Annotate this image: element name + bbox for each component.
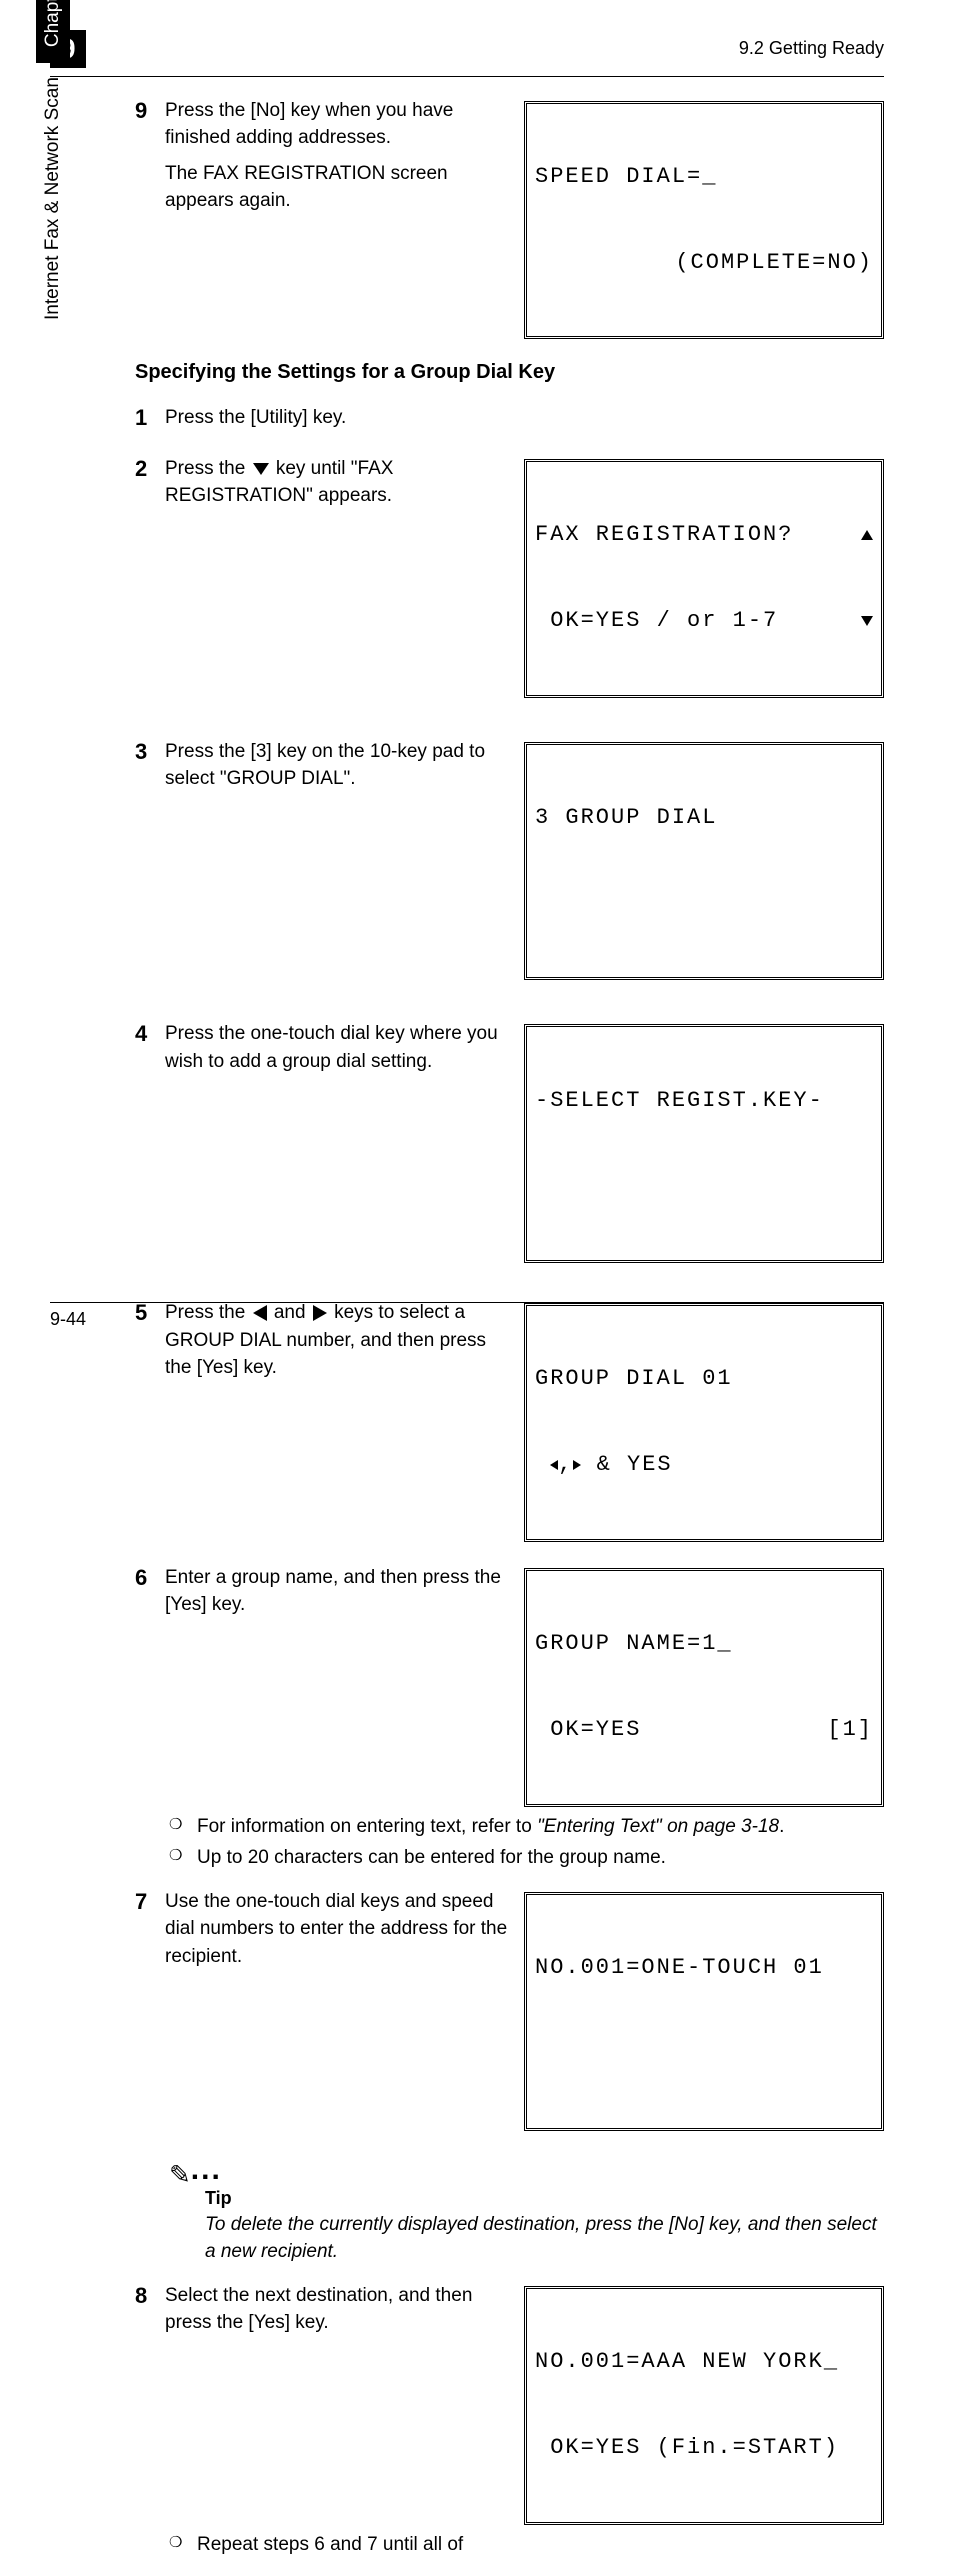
text-reference: "Entering Text" on page 3-18: [537, 1816, 779, 1837]
text-span: Press the: [165, 458, 251, 479]
chapter-tab: Chapter 9: [36, 0, 70, 63]
up-caret-icon: [861, 530, 873, 540]
lcd-display: NO.001=ONE-TOUCH 01: [524, 1892, 884, 2131]
lcd-text: [1]: [827, 1716, 873, 1745]
lcd-display: NO.001=AAA NEW YORK_ OK=YES (Fin.=START): [524, 2286, 884, 2525]
step-text: Enter a group name, and then press the […: [165, 1564, 524, 1619]
subsection-heading: Specifying the Settings for a Group Dial…: [135, 361, 884, 384]
lcd-text: OK=YES: [535, 1716, 641, 1745]
lcd-line: OK=YES / or 1-7: [535, 607, 873, 636]
group-step-6: 6 Enter a group name, and then press the…: [135, 1564, 884, 1807]
lcd-text: FAX REGISTRATION?: [535, 521, 793, 550]
group-step-7: 7 Use the one-touch dial keys and speed …: [135, 1888, 884, 2131]
lcd-display: GROUP DIAL 01 , & YES: [524, 1303, 884, 1542]
tip-body: To delete the currently displayed destin…: [205, 2211, 884, 2266]
bullet-item: For information on entering text, refer …: [169, 1813, 884, 1841]
speaker-left-icon: [550, 1460, 558, 1470]
text-span: .: [779, 1816, 784, 1837]
group-step-3: 3 Press the [3] key on the 10-key pad to…: [135, 738, 884, 981]
page-header: 9 9.2 Getting Ready: [50, 30, 884, 68]
lcd-text: & YES: [581, 1451, 672, 1480]
step-number: 4: [135, 1020, 165, 1049]
lcd-line: GROUP DIAL 01: [535, 1365, 873, 1394]
lcd-empty-line: [535, 1172, 873, 1201]
tip-block: ✎... Tip To delete the currently display…: [135, 2153, 884, 2266]
lcd-line: FAX REGISTRATION?: [535, 521, 873, 550]
group-step-8: 8 Select the next destination, and then …: [135, 2282, 884, 2525]
lcd-text: OK=YES / or 1-7: [535, 607, 778, 636]
step-9: 9 Press the [No] key when you have finis…: [135, 97, 884, 340]
step-text: Press the [No] key when you have finishe…: [165, 97, 524, 215]
page-footer: 9-44: [50, 1302, 884, 1330]
lcd-empty-line: [535, 2040, 873, 2069]
tip-heading: Tip: [205, 2188, 884, 2209]
step-number: 1: [135, 404, 165, 433]
speaker-right-icon: [573, 1460, 581, 1470]
down-arrow-icon: [253, 463, 269, 475]
step-number: 7: [135, 1888, 165, 1917]
group-step-4: 4 Press the one-touch dial key where you…: [135, 1020, 884, 1263]
book-title: Internet Fax & Network Scan: [42, 77, 64, 320]
header-rule: [50, 76, 884, 77]
bullet-item: Up to 20 characters can be entered for t…: [169, 1844, 884, 1872]
down-caret-icon: [861, 616, 873, 626]
lcd-line: GROUP NAME=1_: [535, 1630, 873, 1659]
lcd-display: 3 GROUP DIAL: [524, 742, 884, 981]
lcd-empty-line: [535, 890, 873, 919]
lcd-line: , & YES: [535, 1451, 873, 1480]
step-text-line: Press the [No] key when you have finishe…: [165, 97, 516, 152]
page-number: 9-44: [50, 1309, 884, 1330]
bullet-item: Repeat steps 6 and 7 until all of: [169, 2531, 884, 2558]
step6-bullets: For information on entering text, refer …: [169, 1813, 884, 1872]
step8-bullets: Repeat steps 6 and 7 until all of: [169, 2531, 884, 2558]
lcd-line: (COMPLETE=NO): [535, 249, 873, 278]
step-text: Press the [Utility] key.: [165, 404, 884, 432]
tip-mark: ✎...: [169, 2153, 884, 2190]
pen-icon: ✎: [169, 2159, 191, 2189]
step-text: Press the key until "FAX REGISTRATION" a…: [165, 455, 524, 510]
step-text: Press the [3] key on the 10-key pad to s…: [165, 738, 524, 793]
manual-page: 9 9.2 Getting Ready Internet Fax & Netwo…: [0, 0, 954, 1358]
lcd-line: NO.001=ONE-TOUCH 01: [535, 1954, 873, 1983]
lcd-display: -SELECT REGIST.KEY-: [524, 1024, 884, 1263]
step-text: Press the one-touch dial key where you w…: [165, 1020, 524, 1075]
group-step-1: 1 Press the [Utility] key.: [135, 404, 884, 433]
lcd-line: NO.001=AAA NEW YORK_: [535, 2348, 873, 2377]
step-text: Select the next destination, and then pr…: [165, 2282, 524, 2337]
lcd-line: SPEED DIAL=_: [535, 163, 873, 192]
side-tab: Internet Fax & Network Scan Chapter 9: [36, 0, 70, 320]
step-number: 9: [135, 97, 165, 126]
group-step-5: 5 Press the and keys to select a GROUP D…: [135, 1299, 884, 1542]
lcd-line: -SELECT REGIST.KEY-: [535, 1087, 873, 1116]
step-number: 8: [135, 2282, 165, 2311]
lcd-display: SPEED DIAL=_ (COMPLETE=NO): [524, 101, 884, 340]
lcd-line: OK=YES [1]: [535, 1716, 873, 1745]
lcd-display: FAX REGISTRATION? OK=YES / or 1-7: [524, 459, 884, 698]
group-step-2: 2 Press the key until "FAX REGISTRATION"…: [135, 455, 884, 698]
step-number: 3: [135, 738, 165, 767]
step-text-line: The FAX REGISTRATION screen appears agai…: [165, 160, 516, 215]
tip-dots: ...: [191, 2153, 222, 2186]
step-number: 2: [135, 455, 165, 484]
section-title: 9.2 Getting Ready: [739, 38, 884, 59]
lcd-display: GROUP NAME=1_ OK=YES [1]: [524, 1568, 884, 1807]
footer-rule: [50, 1302, 884, 1303]
step-text: Use the one-touch dial keys and speed di…: [165, 1888, 524, 1971]
lcd-line: 3 GROUP DIAL: [535, 804, 873, 833]
step-number: 6: [135, 1564, 165, 1593]
lcd-line: OK=YES (Fin.=START): [535, 2434, 873, 2463]
text-span: For information on entering text, refer …: [197, 1816, 537, 1837]
